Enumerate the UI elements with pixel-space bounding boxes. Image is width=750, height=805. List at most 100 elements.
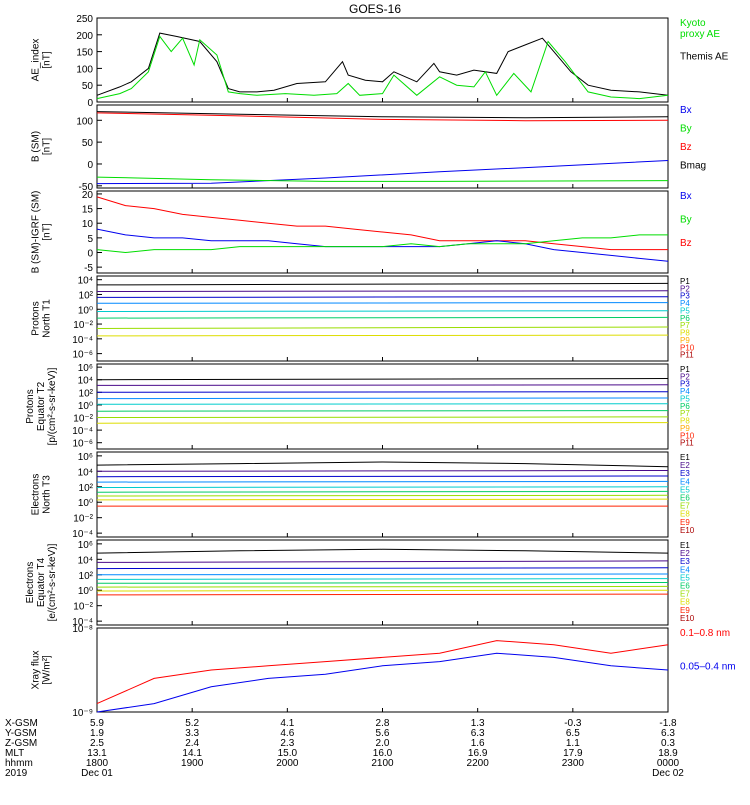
y-tick-label: 10⁴: [78, 467, 93, 478]
series-line: [96, 32, 669, 96]
legend-label: By: [680, 123, 692, 134]
legend-label: 0.1–0.8 nm: [680, 628, 730, 639]
series-line: [96, 461, 669, 468]
y-axis-label: Equator T4: [36, 557, 47, 607]
xaxis-value: Dec 01: [81, 768, 113, 779]
panel-frame: [96, 17, 669, 103]
legend-label: E7: [680, 502, 690, 511]
y-tick-label: 0: [87, 160, 93, 171]
legend-label: E4: [680, 565, 690, 574]
legend-label: Kyoto: [680, 18, 706, 29]
xaxis-value: 13.1: [87, 748, 107, 759]
series-line: [96, 378, 669, 381]
legend-label: 0.05–0.4 nm: [680, 662, 736, 673]
y-tick-label: 10²: [79, 483, 94, 494]
legend-label: Themis AE: [680, 52, 729, 63]
series-line: [96, 234, 668, 254]
series-line: [96, 310, 669, 312]
xaxis-value: 1.6: [471, 738, 485, 749]
y-tick-label: 10⁻⁴: [72, 426, 93, 437]
y-axis-label: [W/m²]: [42, 655, 53, 685]
y-tick-label: 10²: [79, 290, 94, 301]
series-line: [96, 498, 669, 501]
xaxis-value: 14.1: [182, 748, 202, 759]
y-tick-label: 10⁴: [78, 555, 93, 566]
xaxis-value: 6.5: [566, 728, 580, 739]
legend-label: P2: [680, 284, 690, 293]
y-tick-label: 10⁻⁶: [72, 350, 93, 361]
legend-label: P2: [680, 372, 690, 381]
series-line: [96, 334, 669, 337]
series-line: [96, 176, 669, 182]
y-tick-label: 10²: [79, 388, 94, 399]
legend-label: Bz: [680, 142, 692, 153]
series-line: [96, 282, 669, 286]
y-axis-label: North T3: [42, 475, 53, 514]
xaxis-value: 5.6: [376, 728, 390, 739]
legend-label: P7: [680, 409, 690, 418]
series-line: [96, 578, 669, 580]
series-line: [96, 560, 669, 563]
legend-label: P6: [680, 402, 690, 411]
series-line: [96, 475, 669, 478]
y-tick-label: 0: [87, 98, 93, 109]
y-tick-label: -50: [79, 182, 94, 193]
legend-label: E3: [680, 469, 690, 478]
y-tick-label: 50: [82, 138, 94, 149]
series-line: [96, 316, 669, 319]
series-line: [96, 160, 669, 185]
y-tick-label: 10⁻²: [73, 320, 93, 331]
y-tick-label: 10⁴: [78, 376, 93, 387]
y-axis-label: Protons: [31, 301, 42, 335]
legend-label: E7: [680, 590, 690, 599]
y-tick-label: 10: [82, 219, 94, 230]
legend-label: By: [680, 214, 692, 225]
y-axis-label: B (SM)-IGRF (SM): [31, 191, 42, 274]
y-tick-label: 10⁴: [78, 276, 93, 287]
xaxis-value: 6.3: [471, 728, 485, 739]
xaxis-value: 5.2: [185, 718, 199, 729]
xaxis-value: 2.8: [376, 718, 390, 729]
xaxis-value: 18.9: [658, 748, 678, 759]
y-axis-label: [nT]: [42, 138, 53, 155]
legend-label: P9: [680, 336, 690, 345]
legend-label: E9: [680, 606, 690, 615]
series-line: [96, 548, 669, 554]
y-tick-label: 5: [87, 234, 93, 245]
xaxis-value: 0.3: [661, 738, 675, 749]
y-axis-label: [p/(cm²-s-sr-keV)]: [47, 367, 58, 445]
legend-label: P9: [680, 424, 690, 433]
legend-label: P10: [680, 431, 695, 440]
y-tick-label: 50: [82, 81, 94, 92]
series-line: [96, 582, 669, 584]
xaxis-value: 16.0: [373, 748, 393, 759]
xaxis-value: 2.4: [185, 738, 199, 749]
series-line: [96, 567, 669, 570]
series-line: [96, 391, 669, 393]
legend-label: E4: [680, 477, 690, 486]
y-tick-label: 10⁶: [78, 363, 93, 374]
legend-label: E1: [680, 541, 690, 550]
y-tick-label: 10²: [79, 571, 94, 582]
y-tick-label: 10⁻²: [73, 414, 93, 425]
legend-label: Bx: [680, 191, 692, 202]
legend-label: E5: [680, 573, 690, 582]
xaxis-row-label: Z-GSM: [5, 738, 37, 749]
xaxis-row-label: MLT: [5, 748, 24, 759]
series-line: [96, 589, 669, 592]
legend-label: P7: [680, 321, 690, 330]
xaxis-value: -1.8: [659, 718, 677, 729]
legend-label: P11: [680, 439, 694, 448]
series-line: [96, 196, 668, 251]
y-tick-label: 10⁻⁴: [72, 335, 93, 346]
xaxis-value: 4.1: [280, 718, 294, 729]
y-tick-label: -5: [84, 263, 93, 274]
y-axis-label: North T1: [42, 299, 53, 338]
series-line: [96, 490, 669, 493]
xaxis-value: 16.9: [468, 748, 488, 759]
legend-label: P3: [680, 292, 690, 301]
legend-label: E8: [680, 598, 690, 607]
y-tick-label: 10⁰: [78, 401, 93, 412]
